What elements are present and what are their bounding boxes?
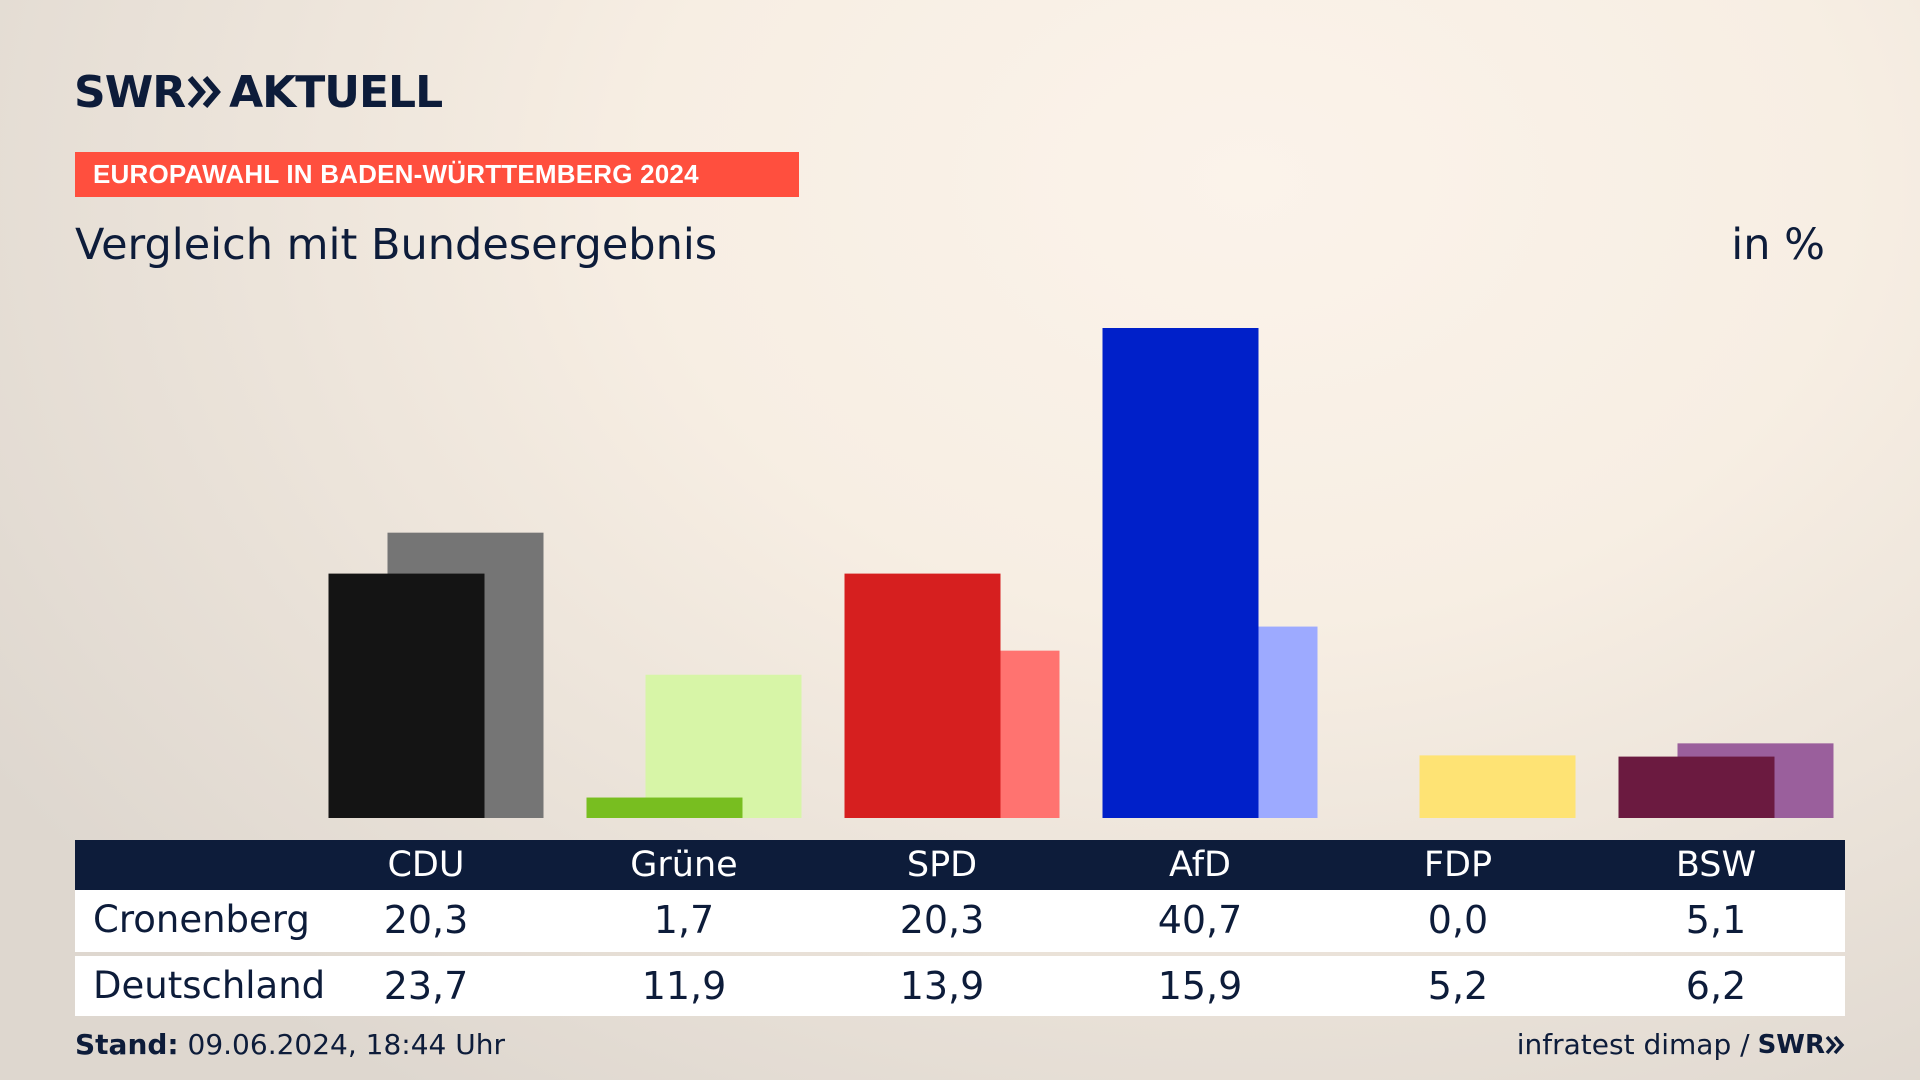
table-cell: 13,9 (899, 964, 985, 1008)
table-cell: 6,2 (1685, 964, 1747, 1008)
double-chevron-icon (187, 76, 222, 108)
timestamp: Stand: 09.06.2024, 18:44 Uhr (75, 1028, 505, 1061)
table-row: Cronenberg 20,3 1,7 20,3 40,7 0,0 5,1 (75, 890, 1845, 952)
table-header: CDU Grüne SPD AfD FDP BSW (75, 840, 1845, 890)
table-cell: 15,9 (1157, 964, 1243, 1008)
bar-cronenberg-grüne (586, 797, 743, 818)
table-cell: 0,0 (1427, 898, 1489, 942)
bar-chart (328, 328, 1834, 818)
table-row: Deutschland 23,7 11,9 13,9 15,9 5,2 6,2 (75, 956, 1845, 1016)
table-cell: 23,7 (383, 964, 469, 1008)
bar-deutschland-fdp (1419, 755, 1576, 818)
election-banner: EUROPAWAHL IN BADEN-WÜRTTEMBERG 2024 (75, 152, 799, 197)
results-table: CDU Grüne SPD AfD FDP BSW Cronenberg 20,3 1,7 2… (75, 840, 1845, 1016)
column-header-cdu: CDU (387, 845, 465, 885)
table-cell: 1,7 (653, 898, 715, 942)
column-header-spd: SPD (906, 845, 978, 885)
bar-cronenberg-bsw (1618, 756, 1775, 818)
row-label: Cronenberg (93, 898, 310, 941)
swr-aktuell-logo: SWR AKTUELL (74, 64, 443, 120)
bar-cronenberg-afd (1102, 328, 1259, 818)
bar-cronenberg-spd (844, 573, 1001, 818)
source-text: infratest dimap / (1516, 1028, 1750, 1061)
table-cell: 40,7 (1157, 898, 1243, 942)
table-cell: 5,1 (1685, 898, 1747, 942)
column-header-bsw: BSW (1675, 845, 1757, 885)
table-cell: 20,3 (899, 898, 985, 942)
column-header-afd: AfD (1169, 845, 1231, 885)
logo-suffix: AKTUELL (229, 66, 443, 118)
table-cell: 20,3 (383, 898, 469, 942)
source-brand: SWR (1758, 1030, 1845, 1060)
chart-subtitle: Vergleich mit Bundesergebnis (75, 220, 718, 270)
table-cell: 5,2 (1427, 964, 1489, 1008)
bar-cronenberg-cdu (328, 573, 485, 818)
column-header-fdp: FDP (1423, 845, 1493, 885)
unit-label: in % (1731, 220, 1825, 270)
logo-brand: SWR (74, 66, 186, 118)
row-label: Deutschland (93, 964, 326, 1007)
double-chevron-icon (1825, 1035, 1845, 1054)
table-cell: 11,9 (641, 964, 727, 1008)
column-header-grüne: Grüne (630, 845, 738, 885)
stand-label: Stand: (75, 1028, 179, 1061)
source-brand-text: SWR (1757, 1029, 1825, 1060)
bar-deutschland-grüne (645, 674, 802, 818)
source-credit: infratest dimap / SWR (1517, 1028, 1845, 1061)
stand-value: 09.06.2024, 18:44 Uhr (187, 1028, 505, 1061)
